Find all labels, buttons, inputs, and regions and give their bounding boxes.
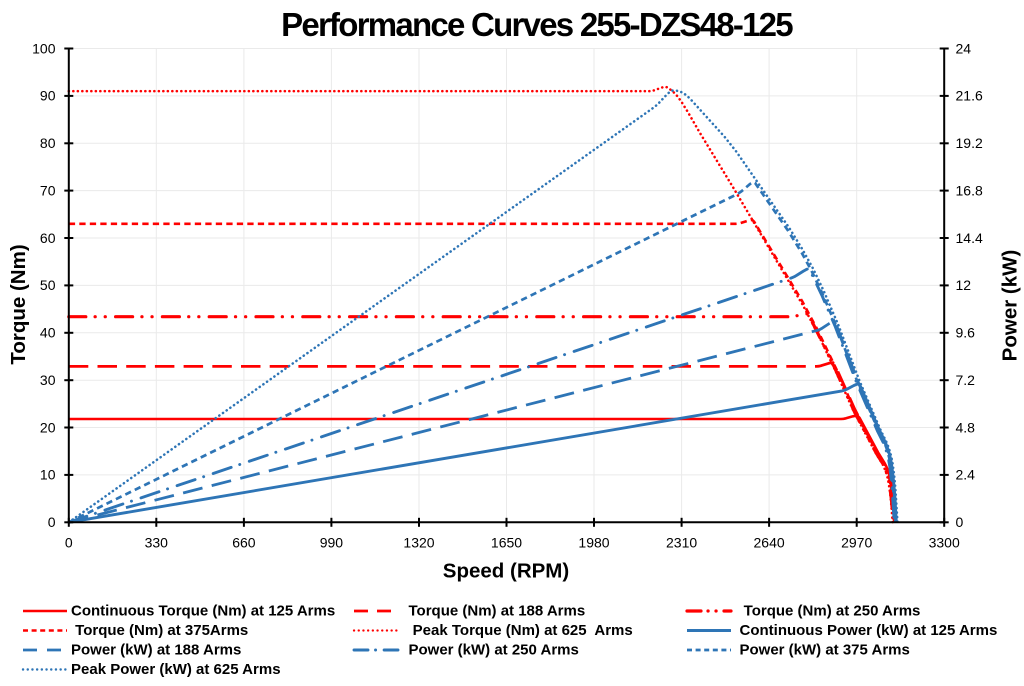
svg-text:2310: 2310 [666, 534, 697, 550]
svg-text:14.4: 14.4 [956, 230, 983, 246]
svg-text:Peak Torque (Nm) at 625 Arms: Peak Torque (Nm) at 625 Arms [409, 622, 633, 639]
svg-text:80: 80 [40, 135, 56, 151]
svg-text:330: 330 [145, 534, 169, 550]
svg-text:Torque (Nm) at 375Arms: Torque (Nm) at 375Arms [71, 622, 248, 639]
svg-text:40: 40 [40, 325, 56, 341]
svg-text:20: 20 [40, 419, 56, 435]
svg-text:9.6: 9.6 [956, 325, 976, 341]
svg-text:1980: 1980 [578, 534, 609, 550]
svg-text:Torque (Nm) at 250 Arms: Torque (Nm) at 250 Arms [740, 603, 921, 620]
svg-text:2970: 2970 [841, 534, 872, 550]
svg-text:Continuous Power (kW) at 125 A: Continuous Power (kW) at 125 Arms [740, 622, 998, 639]
svg-text:1320: 1320 [403, 534, 434, 550]
svg-text:21.6: 21.6 [956, 88, 983, 104]
svg-text:3300: 3300 [929, 534, 960, 550]
svg-text:90: 90 [40, 88, 56, 104]
svg-text:Power (kW) at 188 Arms: Power (kW) at 188 Arms [71, 642, 241, 659]
svg-text:30: 30 [40, 372, 56, 388]
svg-text:990: 990 [320, 534, 344, 550]
svg-text:70: 70 [40, 182, 56, 198]
svg-text:0: 0 [956, 514, 964, 530]
svg-text:12: 12 [956, 277, 972, 293]
svg-text:Power (kW): Power (kW) [999, 250, 1022, 362]
svg-text:0: 0 [65, 534, 73, 550]
svg-text:50: 50 [40, 277, 56, 293]
svg-text:Speed (RPM): Speed (RPM) [443, 560, 569, 583]
svg-text:Power (kW) at 250 Arms: Power (kW) at 250 Arms [409, 642, 579, 659]
svg-text:0: 0 [48, 514, 56, 530]
svg-text:24: 24 [956, 40, 972, 56]
svg-text:Torque (Nm) at 188 Arms: Torque (Nm) at 188 Arms [409, 603, 586, 620]
svg-text:19.2: 19.2 [956, 135, 983, 151]
svg-text:100: 100 [32, 40, 56, 56]
svg-text:1650: 1650 [491, 534, 522, 550]
svg-text:4.8: 4.8 [956, 419, 976, 435]
svg-text:Peak Power (kW) at 625 Arms: Peak Power (kW) at 625 Arms [71, 661, 281, 678]
svg-text:2640: 2640 [754, 534, 785, 550]
svg-text:10: 10 [40, 467, 56, 483]
svg-text:2.4: 2.4 [956, 467, 976, 483]
svg-text:7.2: 7.2 [956, 372, 976, 388]
svg-text:Continuous Torque (Nm) at 125: Continuous Torque (Nm) at 125 Arms [71, 603, 335, 620]
svg-text:Torque (Nm): Torque (Nm) [7, 244, 30, 364]
svg-text:660: 660 [232, 534, 256, 550]
svg-text:Performance Curves 255-DZS48-1: Performance Curves 255-DZS48-125 [281, 6, 793, 43]
svg-text:Power (kW) at 375 Arms: Power (kW) at 375 Arms [740, 642, 910, 659]
svg-text:16.8: 16.8 [956, 182, 983, 198]
svg-text:60: 60 [40, 230, 56, 246]
